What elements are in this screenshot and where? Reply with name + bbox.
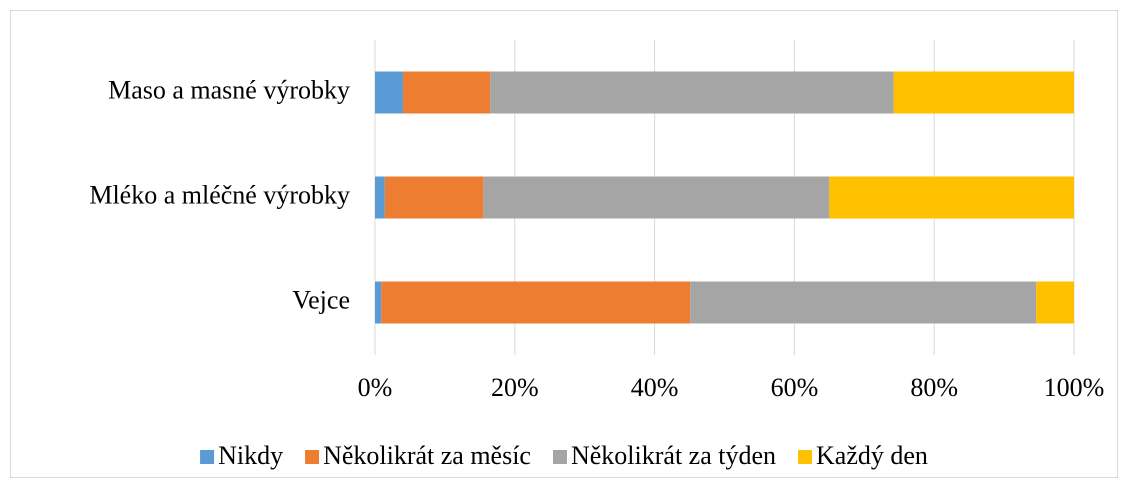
bar-segment (381, 281, 691, 324)
x-tick-label: 100% (1044, 373, 1105, 402)
bar-segment (893, 71, 1074, 114)
bar-segment (384, 176, 484, 219)
legend-swatch (798, 450, 813, 464)
y-tick-label: Vejce (292, 285, 350, 314)
legend-label: Několikrát za týden (571, 441, 776, 470)
bar-segment (375, 71, 403, 114)
x-tick-label: 80% (910, 373, 958, 402)
bar-segment (402, 71, 491, 114)
bar-segment (483, 176, 830, 219)
bar-segment (375, 281, 382, 324)
legend-label: Několikrát za měsíc (323, 441, 531, 470)
legend-swatch (200, 450, 215, 464)
legend-swatch (305, 450, 320, 464)
bar-segment (690, 281, 1037, 324)
y-tick-label: Maso a masné výrobky (108, 75, 350, 104)
legend-label: Nikdy (218, 441, 283, 470)
x-tick-label: 20% (491, 373, 539, 402)
legend-label: Každý den (816, 441, 928, 470)
bar-segment (1036, 281, 1074, 324)
x-tick-label: 0% (358, 373, 393, 402)
x-tick-label: 60% (771, 373, 819, 402)
y-tick-label: Mléko a mléčné výrobky (89, 180, 350, 209)
bar-segment (490, 71, 894, 114)
legend-swatch (552, 450, 567, 464)
x-tick-label: 40% (631, 373, 679, 402)
bar-segment (375, 176, 385, 219)
bar-segment (829, 176, 1074, 219)
